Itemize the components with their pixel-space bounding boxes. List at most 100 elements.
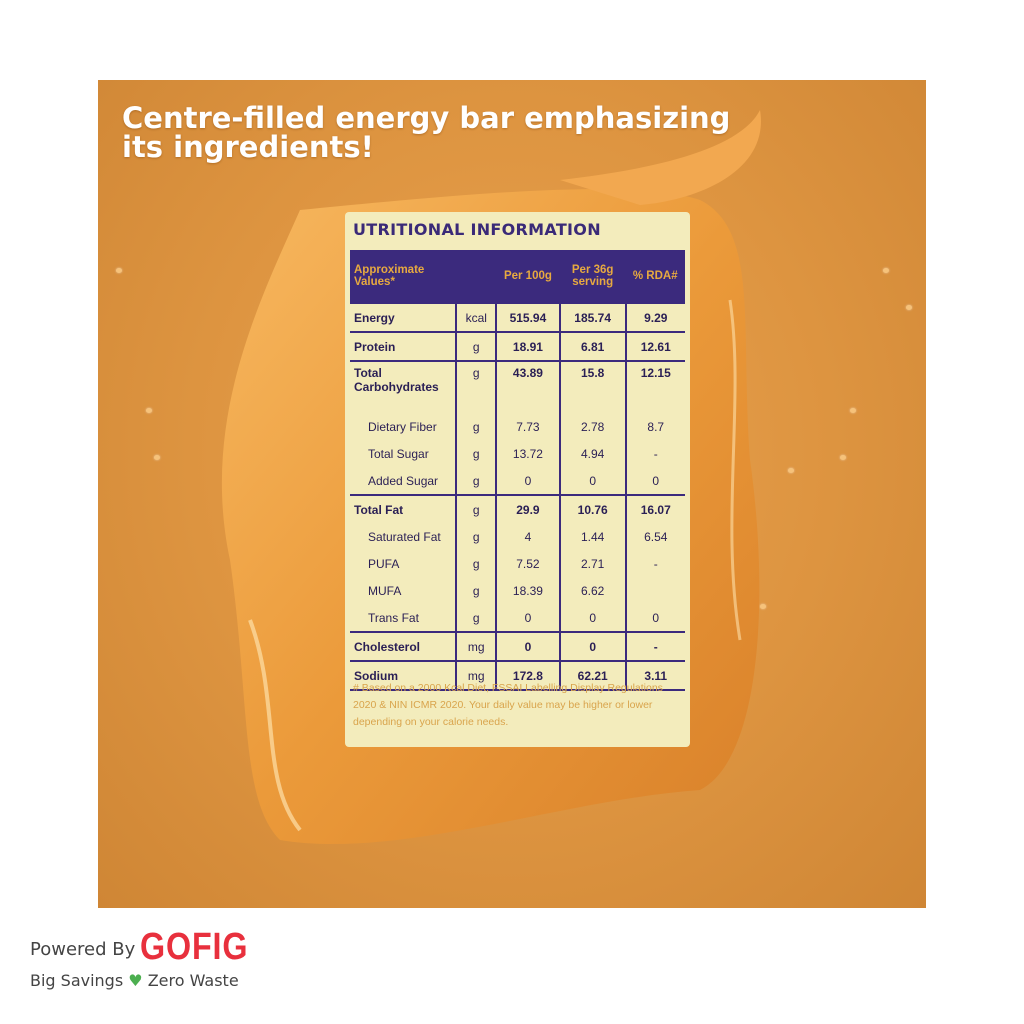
cell-per36: 62.21 xyxy=(558,660,626,691)
label-title: UTRITIONAL INFORMATION xyxy=(353,220,601,239)
cell-rda xyxy=(624,577,685,604)
cell-per36: 2.78 xyxy=(558,413,626,440)
cell-name: Sodium xyxy=(350,660,457,691)
droplet xyxy=(116,268,122,273)
cell-per36: 10.76 xyxy=(558,494,626,523)
cell-unit: g xyxy=(455,331,497,361)
cell-per36: 1.44 xyxy=(558,523,626,550)
cell-unit: g xyxy=(455,440,497,467)
table-row: Energy kcal 515.94 185.74 9.29 xyxy=(350,302,685,332)
cell-per100: 29.9 xyxy=(495,494,560,523)
cell-per100: 7.52 xyxy=(495,550,560,577)
cell-unit: g xyxy=(455,360,497,413)
droplet xyxy=(760,604,766,609)
cell-name: Trans Fat xyxy=(368,610,419,625)
cell-rda: 0 xyxy=(624,604,685,632)
headline-line-2: its ingredients! xyxy=(122,130,374,164)
headline-line-1: Centre-filled energy bar emphasizing xyxy=(122,101,731,135)
powered-by-text: Powered By xyxy=(30,939,136,960)
cell-rda: 3.11 xyxy=(624,660,685,691)
table-row: MUFA g 18.39 6.62 xyxy=(350,577,685,604)
cell-per100: 515.94 xyxy=(495,302,560,332)
cell-per100: 18.39 xyxy=(495,577,560,604)
table-row: Dietary Fiber g 7.73 2.78 8.7 xyxy=(350,413,685,440)
table-header-row: Approximate Values* Per 100g Per 36g servi… xyxy=(350,250,685,303)
cell-name: PUFA xyxy=(368,556,400,571)
cell-per100: 7.73 xyxy=(495,413,560,440)
cell-unit: g xyxy=(455,413,497,440)
nutrition-label: UTRITIONAL INFORMATION Approximate Value… xyxy=(345,212,690,747)
cell-per36: 15.8 xyxy=(558,360,626,413)
droplet xyxy=(146,408,152,413)
cell-per100: 4 xyxy=(495,523,560,550)
cell-rda: 0 xyxy=(624,467,685,495)
cell-rda: 12.15 xyxy=(624,360,685,413)
table-row: Protein g 18.91 6.81 12.61 xyxy=(350,331,685,361)
cell-per36: 6.81 xyxy=(558,331,626,361)
cell-unit: mg xyxy=(455,631,497,661)
droplet xyxy=(906,305,912,310)
cell-per100: 13.72 xyxy=(495,440,560,467)
table-row: Cholesterol mg 0 0- xyxy=(350,631,685,661)
footer: Powered By GOFIG Big Savings ♥ Zero Wast… xyxy=(30,926,268,990)
column-header xyxy=(456,250,497,303)
cell-per100: 0 xyxy=(495,631,560,661)
cell-rda: - xyxy=(624,631,685,661)
cell-per36: 0 xyxy=(558,631,626,661)
cell-rda: 6.54 xyxy=(624,523,685,550)
tagline: Big Savings ♥ Zero Waste xyxy=(30,971,268,990)
cell-per36: 4.94 xyxy=(558,440,626,467)
cell-per100: 18.91 xyxy=(495,331,560,361)
cell-name: Saturated Fat xyxy=(368,529,441,544)
cell-rda: - xyxy=(624,440,685,467)
cell-name: Dietary Fiber xyxy=(368,419,437,434)
cell-unit: g xyxy=(455,604,497,632)
tagline-right: Zero Waste xyxy=(147,971,239,990)
rda-footnote: # Based on a 2000 Kcal Diet, FSSAI Label… xyxy=(353,682,663,728)
cell-per36: 2.71 xyxy=(558,550,626,577)
cell-per100: 0 xyxy=(495,604,560,632)
cell-unit: g xyxy=(455,550,497,577)
cell-name: Cholesterol xyxy=(350,631,457,661)
cell-unit: g xyxy=(455,467,497,495)
table-row: Added Sugar g 0 0 0 xyxy=(350,467,685,495)
cell-name: Energy xyxy=(350,302,457,332)
tagline-left: Big Savings xyxy=(30,971,124,990)
cell-per100: 172.8 xyxy=(495,660,560,691)
heart-icon: ♥ xyxy=(128,971,143,990)
headline: Centre-filled energy bar emphasizing its… xyxy=(122,104,730,162)
table-row: Total Carbohydrates g 43.89 15.8 12.15 xyxy=(350,360,685,413)
cell-per36: 6.62 xyxy=(558,577,626,604)
cell-unit: kcal xyxy=(455,302,497,332)
table-row: Sodium mg 172.8 62.21 3.11 xyxy=(350,660,685,691)
cell-rda: - xyxy=(624,550,685,577)
droplet xyxy=(883,268,889,273)
droplet xyxy=(840,455,846,460)
cell-per100: 43.89 xyxy=(495,360,560,413)
droplet xyxy=(154,455,160,460)
column-header: Per 36g serving xyxy=(559,250,626,303)
cell-name: Protein xyxy=(350,331,457,361)
cell-name: Total Sugar xyxy=(368,446,429,461)
cell-per36: 185.74 xyxy=(558,302,626,332)
table-row: PUFA g 7.52 2.71- xyxy=(350,550,685,577)
column-header: % RDA# xyxy=(625,250,685,303)
cell-rda: 9.29 xyxy=(624,302,685,332)
cell-rda: 16.07 xyxy=(624,494,685,523)
droplet xyxy=(850,408,856,413)
cell-per100: 0 xyxy=(495,467,560,495)
nutrition-table: Approximate Values* Per 100g Per 36g servi… xyxy=(350,250,685,691)
cell-unit: mg xyxy=(455,660,497,691)
cell-per36: 0 xyxy=(558,604,626,632)
cell-rda: 12.61 xyxy=(624,331,685,361)
column-header: Approximate Values* xyxy=(350,250,457,303)
cell-name: MUFA xyxy=(368,583,402,598)
cell-rda: 8.7 xyxy=(624,413,685,440)
table-row: Total Sugar g 13.72 4.94- xyxy=(350,440,685,467)
table-row: Trans Fat g 0 0 0 xyxy=(350,604,685,632)
cell-unit: g xyxy=(455,523,497,550)
cell-unit: g xyxy=(455,494,497,523)
cell-per36: 0 xyxy=(558,467,626,495)
table-row: Saturated Fat g 4 1.44 6.54 xyxy=(350,523,685,550)
column-header: Per 100g xyxy=(496,250,560,303)
